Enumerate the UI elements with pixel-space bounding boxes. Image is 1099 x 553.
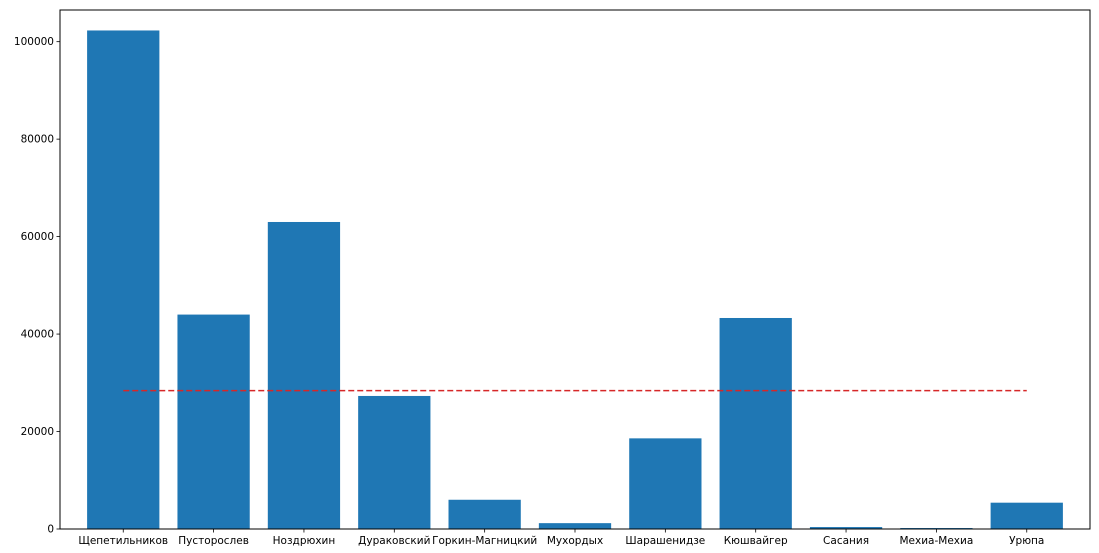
x-tick-label-5: Мухордых — [547, 535, 603, 547]
x-tick-label-1: Пусторослев — [178, 535, 249, 547]
bars-group — [87, 30, 1063, 530]
x-tick-label-6: Шарашенидзе — [625, 535, 705, 547]
y-axis: 0 20000 40000 60000 80000 100000 — [14, 36, 60, 536]
x-tick-label-8: Сасания — [823, 535, 869, 547]
bar-4 — [448, 499, 521, 529]
bar-2 — [267, 221, 341, 530]
y-tick-label-4: 80000 — [21, 134, 54, 146]
bar-3 — [358, 395, 431, 529]
bar-5 — [538, 523, 612, 529]
bar-1 — [177, 314, 250, 529]
x-tick-label-2: Ноздрюхин — [273, 535, 336, 547]
y-tick-label-0: 0 — [47, 524, 54, 536]
bar-10 — [990, 502, 1063, 529]
bar-7 — [719, 317, 792, 529]
x-tick-label-4: Горкин-Магницкий — [432, 535, 537, 547]
y-tick-label-2: 40000 — [21, 329, 54, 341]
x-tick-label-9: Мехиа-Мехиа — [900, 535, 974, 547]
x-tick-label-7: Кюшвайгер — [724, 535, 788, 547]
x-axis: Щепетильников Пусторослев Ноздрюхин Дураков… — [78, 529, 1044, 547]
plot-frame — [59, 9, 1091, 530]
bar-8 — [809, 527, 883, 529]
bar-0 — [87, 30, 160, 530]
x-tick-label-3: Дураковский — [358, 535, 430, 547]
bar-6 — [629, 438, 702, 529]
y-tick-label-5: 100000 — [14, 36, 54, 48]
x-tick-label-10: Урюпа — [1009, 535, 1044, 547]
y-tick-label-3: 60000 — [21, 231, 54, 243]
x-tick-label-0: Щепетильников — [78, 535, 168, 547]
y-tick-label-1: 20000 — [21, 426, 54, 438]
